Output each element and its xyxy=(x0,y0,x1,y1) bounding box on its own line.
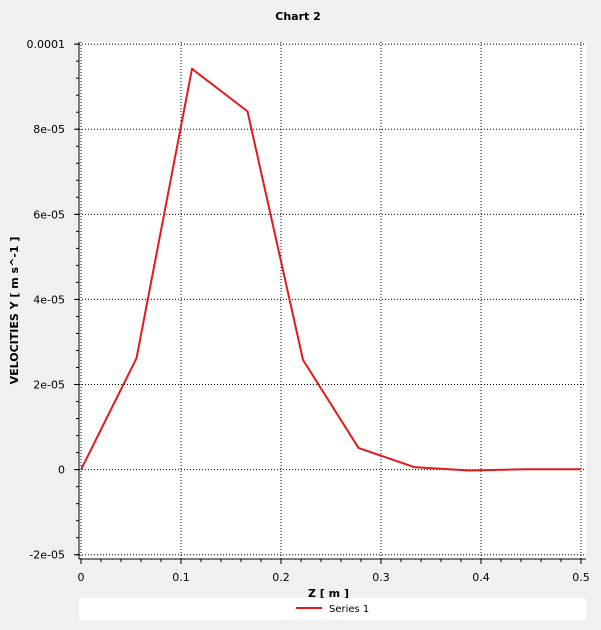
x-tick-label: 0.4 xyxy=(472,571,490,584)
y-tick-label: 4e-05 xyxy=(33,293,65,306)
y-tick-label: 2e-05 xyxy=(33,379,65,392)
x-tick-label: 0.1 xyxy=(172,571,190,584)
legend-label: Series 1 xyxy=(329,604,369,615)
x-tick-label: 0.5 xyxy=(572,571,590,584)
x-tick-label: 0.3 xyxy=(372,571,390,584)
series-line xyxy=(80,67,581,472)
y-tick-label: 6e-05 xyxy=(33,208,65,221)
y-tick-label: -2e-05 xyxy=(29,549,65,562)
x-tick-label: 0.2 xyxy=(272,571,290,584)
legend: Series 1 xyxy=(79,598,586,620)
x-axis: 0 0.1 0.2 0.3 0.4 0.5 xyxy=(78,558,590,584)
y-axis: 0.0001 8e-05 6e-05 4e-05 2e-05 0 -2e-05 xyxy=(27,38,80,562)
series-layer xyxy=(80,67,581,472)
chart-title: Chart 2 xyxy=(275,10,321,23)
legend-box xyxy=(79,598,586,620)
y-tick-label: 0 xyxy=(58,464,65,477)
y-tick-label: 0.0001 xyxy=(27,38,66,51)
y-axis-label: VELOCITIES Y [ m s^-1 ] xyxy=(8,237,21,385)
x-axis-label: Z [ m ] xyxy=(308,587,349,600)
y-tick-label: 8e-05 xyxy=(33,123,65,136)
plot-area xyxy=(79,42,586,559)
x-tick-label: 0 xyxy=(78,571,85,584)
